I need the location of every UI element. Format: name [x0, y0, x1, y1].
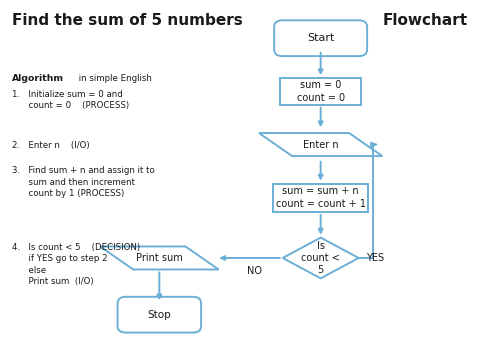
Text: 4.   Is count < 5    (DECISION)
      if YES go to step 2
      else
      Print: 4. Is count < 5 (DECISION) if YES go to … [12, 243, 140, 286]
Polygon shape [100, 247, 219, 270]
Text: Algorithm: Algorithm [12, 74, 64, 83]
Text: 2.   Enter n    (I/O): 2. Enter n (I/O) [12, 141, 90, 150]
Bar [273, 184, 368, 212]
Text: Find the sum of 5 numbers: Find the sum of 5 numbers [12, 13, 243, 28]
Text: sum = sum + n
count = count + 1: sum = sum + n count = count + 1 [276, 186, 366, 209]
Text: Is
count <
5: Is count < 5 [301, 240, 340, 275]
Text: Print sum: Print sum [136, 253, 183, 263]
Text: Stop: Stop [147, 310, 171, 320]
Text: NO: NO [247, 266, 262, 276]
Bar [280, 78, 361, 105]
Text: 3.   Find sum + n and assign it to
      sum and then increment
      count by 1: 3. Find sum + n and assign it to sum and… [12, 166, 155, 198]
Text: sum = 0
count = 0: sum = 0 count = 0 [297, 80, 345, 103]
Text: Start: Start [307, 33, 335, 43]
Text: 1.   Initialize sum = 0 and
      count = 0    (PROCESS): 1. Initialize sum = 0 and count = 0 (PRO… [12, 90, 130, 110]
Text: Flowchart: Flowchart [383, 13, 468, 28]
Polygon shape [259, 133, 383, 156]
FancyBboxPatch shape [118, 297, 201, 333]
FancyBboxPatch shape [274, 20, 367, 56]
Text: in simple English: in simple English [76, 74, 152, 83]
Polygon shape [283, 238, 359, 278]
Text: Enter n: Enter n [303, 140, 338, 149]
Text: YES: YES [366, 253, 384, 263]
